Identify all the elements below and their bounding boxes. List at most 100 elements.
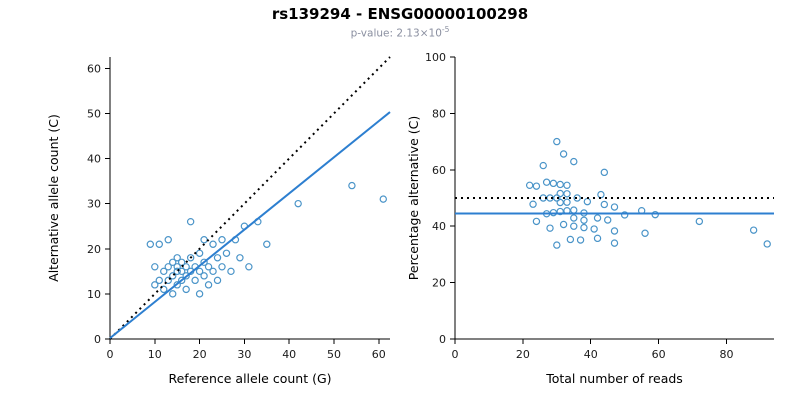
- data-point: [146, 240, 155, 248]
- data-point: [580, 216, 588, 224]
- data-point: [563, 181, 571, 189]
- y-tick-label: 60: [432, 163, 446, 176]
- data-point: [580, 223, 588, 231]
- data-point: [164, 235, 172, 243]
- data-point: [204, 280, 213, 289]
- data-point: [604, 215, 612, 224]
- x-tick-label: 0: [452, 348, 459, 361]
- data-point: [532, 181, 541, 190]
- x-tick-label: 50: [327, 348, 341, 361]
- y-tick-label: 0: [94, 333, 101, 346]
- data-point: [348, 181, 356, 189]
- data-point: [556, 198, 564, 206]
- y-tick-label: 50: [87, 107, 101, 120]
- data-point: [556, 180, 564, 188]
- x-tick-label: 20: [516, 348, 530, 361]
- data-point: [195, 289, 204, 298]
- data-point: [590, 224, 598, 233]
- data-point: [151, 262, 159, 271]
- y-tick-label: 20: [87, 242, 101, 255]
- data-point: [553, 137, 561, 145]
- x-tick-label: 40: [282, 348, 296, 361]
- data-point: [218, 262, 226, 271]
- data-point: [218, 235, 226, 243]
- data-point: [160, 285, 168, 293]
- data-point: [200, 235, 208, 243]
- data-point: [169, 289, 177, 298]
- data-point: [209, 267, 217, 275]
- data-point: [610, 238, 619, 247]
- data-point: [525, 181, 534, 189]
- data-point: [195, 249, 204, 257]
- data-point: [553, 240, 561, 249]
- plot-title: rs139294 - ENSG00000100298: [271, 5, 529, 23]
- data-point: [155, 240, 163, 248]
- x-tick-label: 60: [652, 348, 666, 361]
- data-point: [570, 157, 578, 165]
- data-point: [213, 276, 222, 284]
- data-point: [600, 168, 609, 176]
- y-tick-label: 10: [87, 287, 101, 300]
- y-axis-label: Percentage alternative (C): [406, 115, 421, 279]
- data-point: [164, 262, 172, 271]
- x-axis-label: Reference allele count (G): [168, 371, 331, 386]
- percentage-reads-scatter-plot: 0 20 40 60 80 0 20 40 60 80 100 Total number of rea…: [406, 51, 774, 386]
- data-point: [191, 276, 199, 284]
- data-point: [227, 267, 235, 275]
- data-point: [539, 161, 547, 169]
- data-point: [695, 217, 704, 225]
- data-point: [151, 280, 159, 289]
- data-point: [294, 199, 302, 207]
- data-point: [542, 178, 551, 186]
- regression-line: [109, 110, 391, 339]
- data-point: [559, 220, 568, 228]
- data-point: [620, 210, 629, 219]
- data-point: [173, 267, 181, 275]
- y-tick-label: 40: [87, 152, 101, 165]
- data-point: [529, 200, 537, 208]
- data-point: [204, 262, 213, 271]
- x-tick-label: 10: [148, 348, 162, 361]
- data-point: [160, 267, 168, 275]
- data-point: [245, 262, 253, 271]
- y-tick-label: 60: [87, 62, 101, 75]
- data-point: [583, 197, 592, 205]
- data-point: [563, 189, 571, 197]
- data-point: [213, 253, 222, 261]
- data-point: [209, 240, 217, 248]
- data-point: [236, 253, 244, 261]
- data-point: [222, 249, 231, 257]
- allele-count-scatter-plot: 0 10 20 30 40 50 60 0 10 20 30 40 50 60 Reference alle…: [46, 55, 391, 386]
- data-point: [570, 213, 578, 222]
- data-point: [610, 226, 619, 235]
- x-tick-label: 0: [107, 348, 114, 361]
- data-point: [559, 149, 568, 158]
- data-point: [155, 276, 163, 284]
- data-point: [593, 213, 602, 222]
- data-point: [169, 271, 177, 280]
- data-point: [173, 280, 181, 289]
- y-tick-label: 30: [87, 197, 101, 210]
- y-axis-label: Alternative allele count (C): [46, 114, 61, 282]
- data-point: [263, 240, 271, 248]
- x-tick-label: 40: [584, 348, 598, 361]
- data-point: [641, 229, 649, 237]
- data-point: [200, 258, 208, 266]
- data-point: [177, 276, 186, 284]
- data-point: [173, 253, 181, 261]
- data-point: [186, 217, 195, 225]
- x-tick-label: 80: [719, 348, 733, 361]
- x-tick-label: 20: [193, 348, 207, 361]
- identity-line: [109, 55, 391, 340]
- data-point: [763, 239, 771, 248]
- data-point: [556, 207, 564, 215]
- data-point: [195, 267, 204, 275]
- data-point: [597, 190, 605, 198]
- y-tick-label: 100: [425, 51, 446, 64]
- data-point: [379, 194, 387, 203]
- data-point: [749, 225, 758, 234]
- data-point: [556, 189, 564, 197]
- data-point: [200, 271, 208, 280]
- data-point: [573, 193, 581, 202]
